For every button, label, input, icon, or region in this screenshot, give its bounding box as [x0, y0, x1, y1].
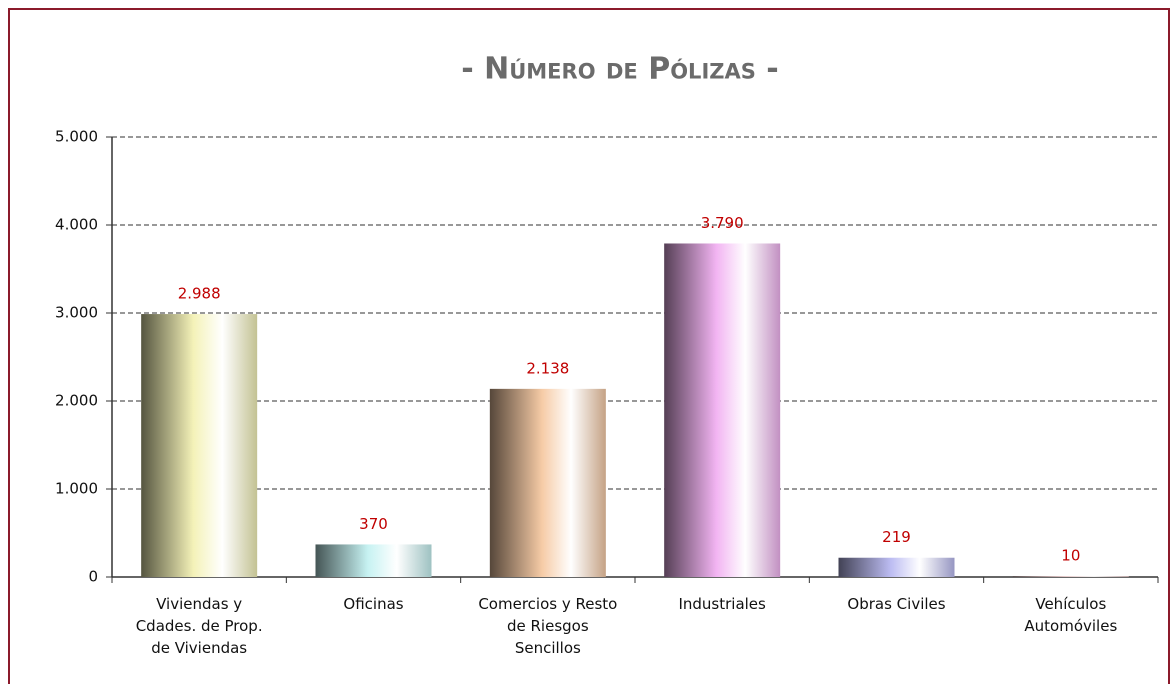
value-label: 2.988 [178, 285, 221, 303]
y-tick-label: 5.000 [55, 128, 98, 146]
value-label: 10 [1061, 547, 1080, 565]
y-tick-label: 0 [88, 568, 98, 586]
value-label: 3.790 [701, 214, 744, 232]
frame [8, 8, 1170, 684]
bar [838, 557, 955, 577]
x-tick-label: Comercios y Resto de Riesgos Sencillos [478, 595, 618, 657]
x-tick-label: Industriales [678, 595, 766, 613]
x-tick-label: Viviendas y Cdades. de Prop. de Vivienda… [135, 595, 263, 657]
y-tick-label: 1.000 [55, 480, 98, 498]
value-label: 370 [359, 515, 388, 533]
bar [664, 243, 781, 578]
bar [489, 388, 606, 577]
x-tick-label: Obras Civiles [847, 595, 946, 613]
x-tick-label: Oficinas [343, 595, 404, 613]
y-tick-label: 4.000 [55, 216, 98, 234]
value-label: 219 [882, 528, 911, 546]
bar [141, 314, 258, 577]
bar [1012, 576, 1129, 577]
value-label: 2.138 [526, 359, 569, 377]
chart-title: - Número de Pólizas - [461, 52, 779, 87]
y-tick-label: 3.000 [55, 304, 98, 322]
y-tick-label: 2.000 [55, 392, 98, 410]
bar [315, 544, 432, 577]
x-tick-label: Vehículos Automóviles [1024, 595, 1118, 635]
